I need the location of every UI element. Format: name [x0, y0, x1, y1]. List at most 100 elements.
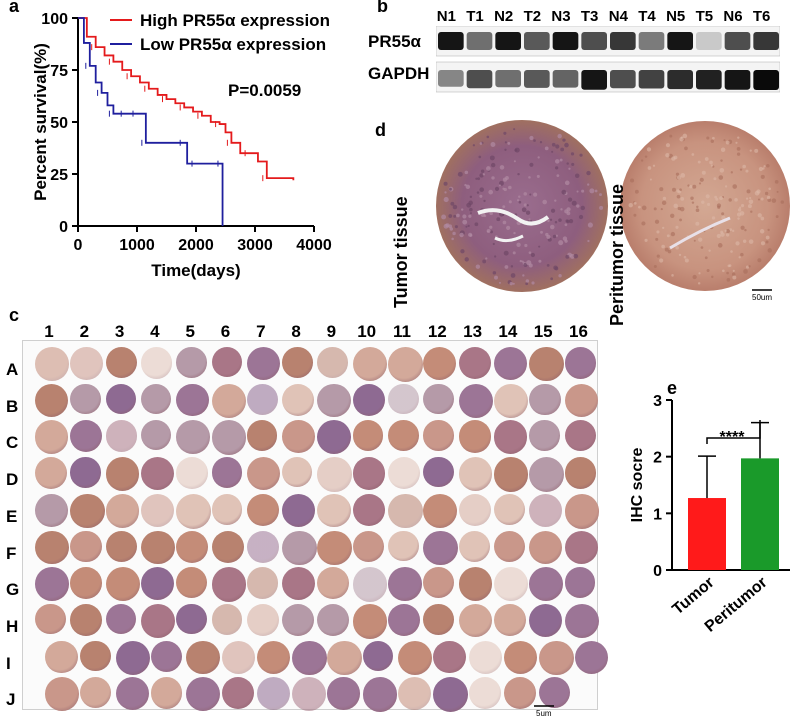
tma-row-label: I — [6, 653, 11, 673]
tumor-tissue-label: Tumor tissue — [391, 196, 411, 308]
tma-core — [388, 493, 423, 529]
tissue-texture-dot — [579, 153, 583, 157]
tissue-images: 50um — [436, 120, 790, 300]
tissue-texture-dot — [475, 264, 481, 269]
tma-column-label: 16 — [569, 322, 588, 341]
e-y-tick-label: 0 — [653, 563, 662, 580]
tissue-texture-dot — [670, 213, 675, 218]
tissue-texture-dot — [715, 197, 719, 201]
tma-core — [176, 383, 209, 417]
e-y-tick-label: 3 — [653, 393, 662, 410]
tma-core — [45, 640, 78, 674]
tma-core — [176, 530, 209, 563]
tma-core — [211, 420, 247, 456]
tissue-texture-dot — [669, 134, 673, 138]
tissue-texture-dot — [555, 166, 559, 170]
tissue-texture-dot — [678, 190, 682, 194]
tma-core — [256, 677, 290, 711]
tissue-texture-dot — [525, 210, 531, 215]
gapdh-band — [753, 70, 779, 90]
tissue-texture-dot — [763, 165, 766, 168]
y-axis-label: Percent survival(%) — [31, 43, 50, 201]
tma-core — [317, 420, 352, 455]
tma-core — [352, 383, 386, 417]
tissue-texture-dot — [576, 190, 579, 193]
tma-core — [70, 493, 105, 529]
tma-core — [140, 493, 175, 528]
tissue-texture-dot — [732, 184, 738, 189]
tma-core — [317, 530, 353, 566]
gapdh-band — [581, 70, 607, 90]
tissue-texture-dot — [525, 279, 530, 283]
tissue-texture-dot — [767, 228, 770, 232]
tissue-texture-dot — [576, 204, 580, 208]
e-y-ticks: 0 1 2 3 — [653, 393, 672, 580]
tma-core — [35, 383, 69, 417]
blot-lane-labels: N1 T1 N2 T2 N3 T3 N4 T4 N5 T5 N6 T6 — [430, 8, 780, 32]
tissue-texture-dot — [564, 180, 570, 186]
tissue-texture-dot — [684, 146, 688, 151]
tissue-texture-dot — [683, 255, 687, 259]
blot-lane-label: T5 — [695, 8, 714, 25]
tissue-texture-dot — [571, 162, 575, 166]
tissue-texture-dot — [578, 214, 584, 220]
tissue-texture-dot — [562, 138, 566, 142]
tissue-texture-dot — [734, 198, 738, 202]
tissue-texture-dot — [749, 196, 752, 200]
tma-core — [246, 457, 280, 491]
significance-stars: **** — [720, 429, 746, 446]
tissue-texture-dot — [544, 146, 549, 151]
tissue-texture-dot — [528, 218, 531, 221]
tissue-texture-dot — [492, 242, 495, 246]
tma-core — [564, 567, 595, 598]
tissue-texture-dot — [638, 205, 641, 209]
tma-core — [458, 420, 491, 453]
tissue-texture-dot — [730, 250, 733, 253]
survival-series — [78, 17, 295, 226]
tissue-texture-dot — [529, 135, 534, 141]
tissue-texture-dot — [720, 159, 723, 162]
tissue-texture-dot — [704, 157, 709, 161]
tma-core — [458, 457, 493, 491]
tma-column-label: 11 — [393, 322, 411, 341]
tissue-texture-dot — [670, 231, 676, 237]
tma-core — [150, 677, 183, 709]
tissue-texture-dot — [457, 171, 463, 177]
tissue-texture-dot — [474, 222, 479, 227]
gapdh-band — [638, 70, 665, 89]
tissue-texture-dot — [767, 248, 772, 253]
tissue-texture-dot — [553, 265, 558, 270]
tissue-texture-dot — [594, 189, 598, 193]
tissue-texture-dot — [516, 242, 521, 247]
tissue-texture-dot — [465, 184, 471, 190]
tma-core — [176, 567, 208, 599]
tma-core — [115, 677, 149, 711]
tissue-texture-dot — [482, 259, 487, 264]
tissue-texture-dot — [504, 148, 507, 151]
tissue-texture-dot — [760, 241, 766, 246]
tissue-texture-dot — [780, 200, 785, 204]
tma-core — [211, 530, 245, 564]
tissue-texture-dot — [486, 228, 491, 233]
tissue-texture-dot — [508, 200, 512, 204]
tma-core — [140, 347, 173, 379]
tma-core — [352, 457, 386, 490]
pr55-band — [667, 32, 693, 50]
tissue-texture-dot — [456, 213, 460, 218]
tma-core — [352, 347, 388, 382]
tma-core — [564, 383, 599, 418]
tissue-texture-dot — [477, 177, 481, 181]
tissue-texture-dot — [518, 200, 522, 204]
tma-core — [564, 530, 598, 564]
tissue-texture-dot — [680, 173, 686, 178]
gapdh-band — [667, 70, 693, 90]
tma-core — [211, 347, 242, 378]
tissue-texture-dot — [726, 277, 731, 282]
tissue-texture-dot — [667, 249, 672, 254]
tissue-texture-dot — [488, 189, 494, 195]
blot-lane-label: N5 — [666, 8, 686, 25]
tissue-texture-dot — [700, 246, 704, 249]
blot-lane-label: N1 — [436, 8, 456, 25]
tissue-texture-dot — [692, 184, 697, 189]
tissue-texture-dot — [460, 249, 465, 254]
